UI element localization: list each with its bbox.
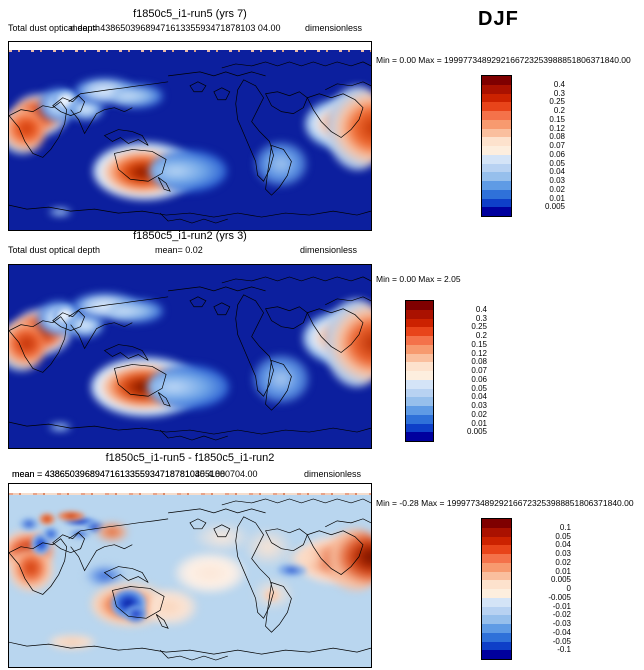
cb-tick: 0.12	[549, 123, 565, 133]
cb-tick: 0.04	[549, 167, 565, 177]
cb-tick: 0.03	[549, 176, 565, 185]
cb-tick: 0.2	[553, 106, 565, 115]
map-panel-run5[interactable]	[8, 41, 372, 231]
map-field-run5	[9, 50, 371, 230]
panel-2-title: f1850c5_i1-run2 (yrs 3)	[133, 230, 247, 242]
cb-tick: 0.02	[549, 184, 565, 194]
cb-tick: 0.03	[471, 401, 487, 410]
colorbar-run5-ticks: 0.4 0.3 0.25 0.2 0.15 0.12 0.08 0.07 0.0…	[515, 75, 565, 215]
map-field-diff	[9, 493, 371, 667]
cb-tick: 0.12	[471, 348, 487, 358]
cb-tick: 0.05	[471, 383, 487, 393]
cb-tick: 0.2	[475, 331, 487, 340]
cb-tick: 0.05	[555, 531, 571, 541]
colorbar-run2-bar	[405, 300, 434, 442]
colorbar-diff-ticks: 0.1 0.05 0.04 0.03 0.02 0.01 0.005 0 -0.…	[515, 518, 571, 658]
cb-tick: 0.4	[475, 304, 487, 314]
cb-tick: 0.05	[549, 158, 565, 168]
cb-tick: 0.15	[471, 339, 487, 349]
cb-tick: -0.1	[557, 645, 571, 655]
cb-tick: 0.005	[466, 427, 487, 437]
cb-tick: 0.02	[555, 557, 571, 567]
cb-tick: 0	[566, 584, 571, 593]
cb-tick: 0.08	[471, 357, 487, 367]
colorbar-run5[interactable]: 0.4 0.3 0.25 0.2 0.15 0.12 0.08 0.07 0.0…	[481, 75, 571, 221]
cb-tick: 0.04	[555, 540, 571, 550]
panel-2-variable: Total dust optical depth	[8, 245, 101, 255]
cb-tick: -0.05	[552, 636, 571, 646]
panel-1-minmax: Min = 0.00 Max = 19997734892921667232539…	[376, 55, 631, 65]
cb-tick: -0.005	[548, 592, 571, 602]
panel-3-mean-overlap: mean = 438650396894716133559347187810455…	[12, 469, 258, 479]
cb-tick: -0.03	[552, 619, 571, 628]
cb-tick: 0.07	[549, 141, 565, 150]
map-top-strip-diff	[9, 484, 371, 493]
season-label: DJF	[478, 8, 519, 30]
cb-tick: 0.01	[549, 193, 565, 203]
map-panel-diff[interactable]	[8, 483, 372, 668]
cb-tick: 0.06	[549, 149, 565, 159]
cb-tick: 0.06	[471, 374, 487, 384]
cb-tick: 0.01	[471, 418, 487, 428]
panel-3-minmax: Min = -0.28 Max = 1999773489292166723253…	[376, 498, 634, 508]
map-field-run2	[9, 265, 371, 448]
cb-tick: -0.01	[552, 601, 571, 611]
cb-tick: 0.1	[559, 522, 571, 532]
cb-tick: 0.03	[555, 549, 571, 558]
cb-tick: 0.02	[471, 409, 487, 419]
panel-1-title: f1850c5_i1-run5 (yrs 7)	[133, 8, 247, 20]
panel-3-units: dimensionless	[304, 469, 362, 479]
panel-2-mean: mean= 0.02	[155, 245, 203, 255]
panel-1-units: dimensionless	[305, 23, 363, 33]
colorbar-diff[interactable]: 0.1 0.05 0.04 0.03 0.02 0.01 0.005 0 -0.…	[481, 518, 571, 664]
panel-2-minmax: Min = 0.00 Max = 2.05	[376, 274, 461, 284]
colorbar-run2-ticks: 0.4 0.3 0.25 0.2 0.15 0.12 0.08 0.07 0.0…	[437, 300, 487, 440]
cb-tick: -0.04	[552, 627, 571, 637]
map-top-strip	[9, 42, 371, 50]
cb-tick: 0.005	[544, 202, 565, 212]
cb-tick: 0.01	[555, 566, 571, 576]
cb-tick: 0.15	[549, 114, 565, 124]
panel-2-units: dimensionless	[300, 245, 358, 255]
cb-tick: 0.07	[471, 366, 487, 375]
cb-tick: 0.3	[475, 313, 487, 323]
panel-3-title: f1850c5_i1-run5 - f1850c5_i1-run2	[105, 452, 275, 464]
pole-artifact-row	[9, 50, 371, 52]
panel-1-variable: Total dust optical depth	[8, 23, 101, 33]
cb-tick: -0.02	[552, 610, 571, 620]
colorbar-run2[interactable]: 0.4 0.3 0.25 0.2 0.15 0.12 0.08 0.07 0.0…	[405, 300, 495, 446]
cb-tick: 0.08	[549, 132, 565, 142]
cb-tick: 0.4	[553, 79, 565, 89]
cb-tick: 0.25	[471, 322, 487, 332]
cb-tick: 0.3	[553, 88, 565, 98]
colorbar-diff-bar	[481, 518, 512, 660]
cb-tick: 0.25	[549, 97, 565, 107]
pole-artifact-row-diff	[9, 493, 371, 495]
panel-1-mean: mean= 4386503968947161335593471878103 04…	[70, 23, 281, 33]
colorbar-run5-bar	[481, 75, 512, 217]
panel-3-mean: mean = 43865039689471613355934718781030 …	[12, 469, 225, 479]
cb-tick: 0.04	[471, 392, 487, 402]
cb-tick: 0.005	[550, 575, 571, 585]
map-panel-run2[interactable]	[8, 264, 372, 449]
